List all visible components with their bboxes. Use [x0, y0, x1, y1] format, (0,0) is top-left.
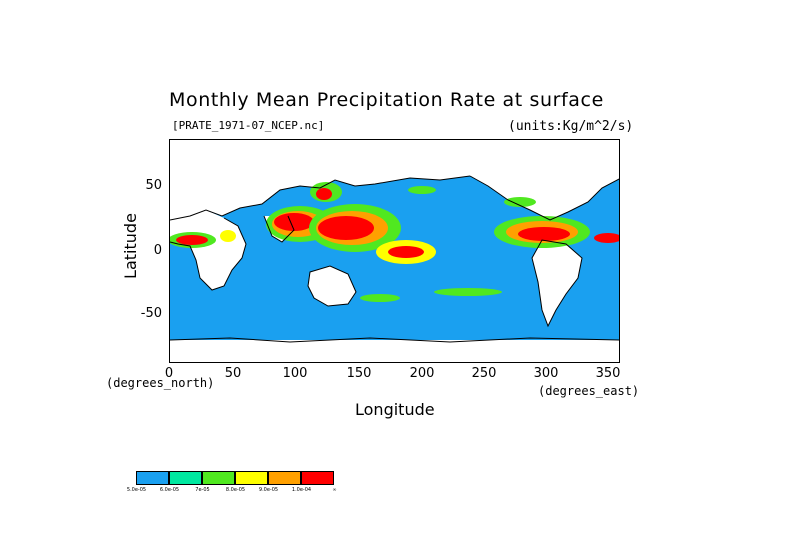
precip-east-africa [220, 230, 236, 242]
coastline-south-america [531, 239, 583, 328]
coastline-africa [170, 217, 247, 291]
precip-east-asia-core [316, 188, 332, 200]
legend-label: 5.0e-05 [126, 487, 147, 493]
coastline-australia [307, 265, 357, 307]
land-australia [308, 266, 356, 306]
x-tick-label: 350 [595, 366, 621, 381]
x-tick-label: 150 [346, 366, 372, 381]
precip-west-pacific-core [388, 246, 424, 258]
x-tick-label: 0 [164, 366, 174, 381]
precip-north-pacific [408, 186, 436, 194]
coastline-antarctica [170, 337, 619, 343]
coastline-india [263, 215, 295, 243]
precip-north-atlantic [504, 197, 536, 207]
y-tick-label: 50 [145, 178, 162, 193]
y-tick-label: -50 [140, 306, 162, 321]
land-antarctica [170, 340, 619, 362]
coastline-layer [170, 175, 619, 343]
legend-label: 9.0e-05 [258, 487, 279, 493]
precip-southern-band-west [360, 294, 400, 302]
legend-swatch [169, 471, 202, 485]
land-layer [170, 140, 619, 362]
land-africa [170, 210, 246, 290]
precipitation-map [169, 139, 620, 363]
units-label: (units:Kg/m^2/s) [508, 119, 634, 134]
file-label: [PRATE_1971-07_NCEP.nc] [172, 119, 325, 132]
map-canvas [170, 140, 619, 362]
land-south-america [532, 240, 582, 326]
precip-india-core [274, 213, 314, 231]
x-tick-label: 250 [471, 366, 497, 381]
precip-southern-band-east [434, 288, 502, 296]
x-unit-note: (degrees_east) [538, 384, 640, 398]
y-tick-label: 0 [153, 243, 162, 258]
x-tick-label: 50 [224, 366, 242, 381]
legend-swatch [268, 471, 301, 485]
legend-swatch [235, 471, 268, 485]
precip-atlantic-itcz [594, 233, 619, 243]
x-tick-label: 100 [282, 366, 308, 381]
legend-swatch [301, 471, 334, 485]
legend-label: 8.0e-05 [225, 487, 246, 493]
coastline-eurasia [170, 175, 471, 221]
x-axis-label: Longitude [355, 400, 435, 419]
precip-layer [170, 182, 619, 302]
legend-label: 7e-05 [195, 487, 210, 493]
land-europe-asia [170, 140, 470, 220]
legend-label: 6.0e-05 [159, 487, 180, 493]
legend-swatch [202, 471, 235, 485]
map-title: Monthly Mean Precipitation Rate at surfa… [169, 89, 604, 111]
precip-west-africa-core [176, 235, 208, 245]
precip-southeast-asia-core [318, 216, 374, 240]
coastline-north-america [469, 175, 619, 221]
x-tick-label: 200 [409, 366, 435, 381]
x-tick-label: 300 [533, 366, 559, 381]
land-north-america [470, 140, 619, 220]
legend-swatch [136, 471, 169, 485]
legend-label: 1.0e-04 [291, 487, 312, 493]
y-unit-note: (degrees_north) [106, 376, 215, 390]
precip-central-america-core [518, 227, 570, 241]
legend-label: ∞ [332, 487, 337, 493]
